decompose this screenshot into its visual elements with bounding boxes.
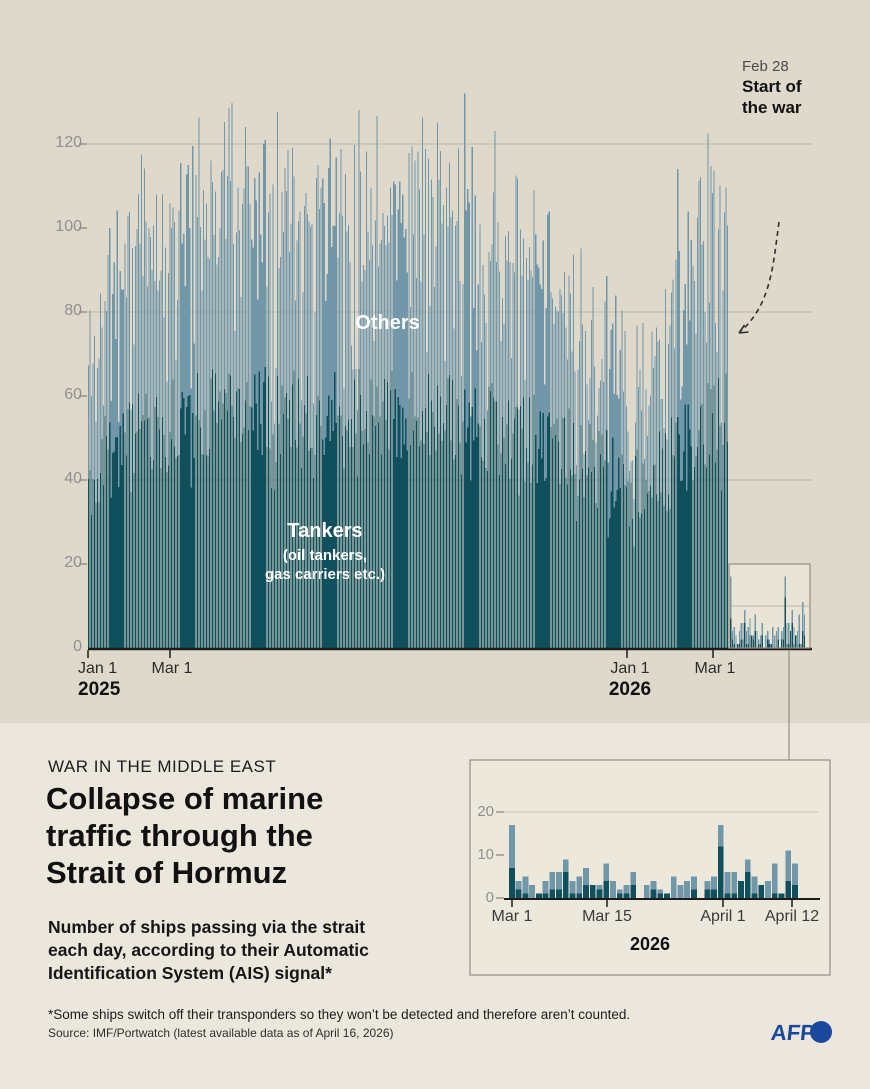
footnote: *Some ships switch off their transponder… (48, 1007, 631, 1022)
chart-bars-layer (88, 93, 806, 898)
x-axis-tick-label: Mar 1 (694, 660, 736, 677)
afp-logo-globe-icon (810, 1021, 832, 1043)
inset-y-axis-tick-label: 10 (477, 846, 494, 863)
y-axis-tick-label: 0 (73, 638, 82, 655)
x-axis-year-label: 2026 (608, 679, 652, 700)
x-axis-tick-label: Jan 1 (610, 660, 650, 677)
inset-y-axis-tick-label: 20 (477, 803, 494, 820)
y-axis-tick-label: 120 (55, 134, 82, 151)
x-axis-tick-label: Jan 1 (78, 660, 118, 677)
y-axis-tick-label: 20 (64, 554, 82, 571)
inset-x-axis-tick-label: Mar 15 (582, 908, 632, 925)
x-axis-year-label: 2025 (78, 679, 121, 700)
inset-y-axis-tick-label: 0 (485, 889, 494, 906)
source-line: Source: IMF/Portwatch (latest available … (48, 1026, 394, 1040)
annotation-date: Feb 28 (742, 58, 789, 75)
annotation-label: Start of the war (742, 77, 802, 117)
chart-subtitle: Number of ships passing via the strait e… (48, 917, 369, 983)
y-axis-tick-label: 60 (64, 386, 82, 403)
tankers-series-sublabel: gas carriers etc.) (264, 566, 386, 583)
inset-x-axis-tick-label: April 12 (764, 908, 820, 925)
chart-overlay-layer (87, 221, 831, 976)
kicker: WAR IN THE MIDDLE EAST (48, 757, 277, 776)
others-series-label: Others (355, 312, 420, 334)
y-axis-tick-label: 80 (64, 302, 82, 319)
inset-x-axis-tick-label: April 1 (700, 908, 746, 925)
page-title: Collapse of marine traffic through the S… (46, 781, 324, 891)
tankers-series-sublabel: (oil tankers, (282, 547, 368, 564)
x-axis-tick-label: Mar 1 (151, 660, 193, 677)
y-axis-tick-label: 40 (64, 470, 82, 487)
y-axis-tick-label: 100 (55, 218, 82, 235)
chart-base-layer (79, 143, 830, 975)
inset-year-label: 2026 (629, 934, 671, 954)
inset-x-axis-tick-label: Mar 1 (491, 908, 533, 925)
tankers-series-label: Tankers (287, 520, 363, 542)
